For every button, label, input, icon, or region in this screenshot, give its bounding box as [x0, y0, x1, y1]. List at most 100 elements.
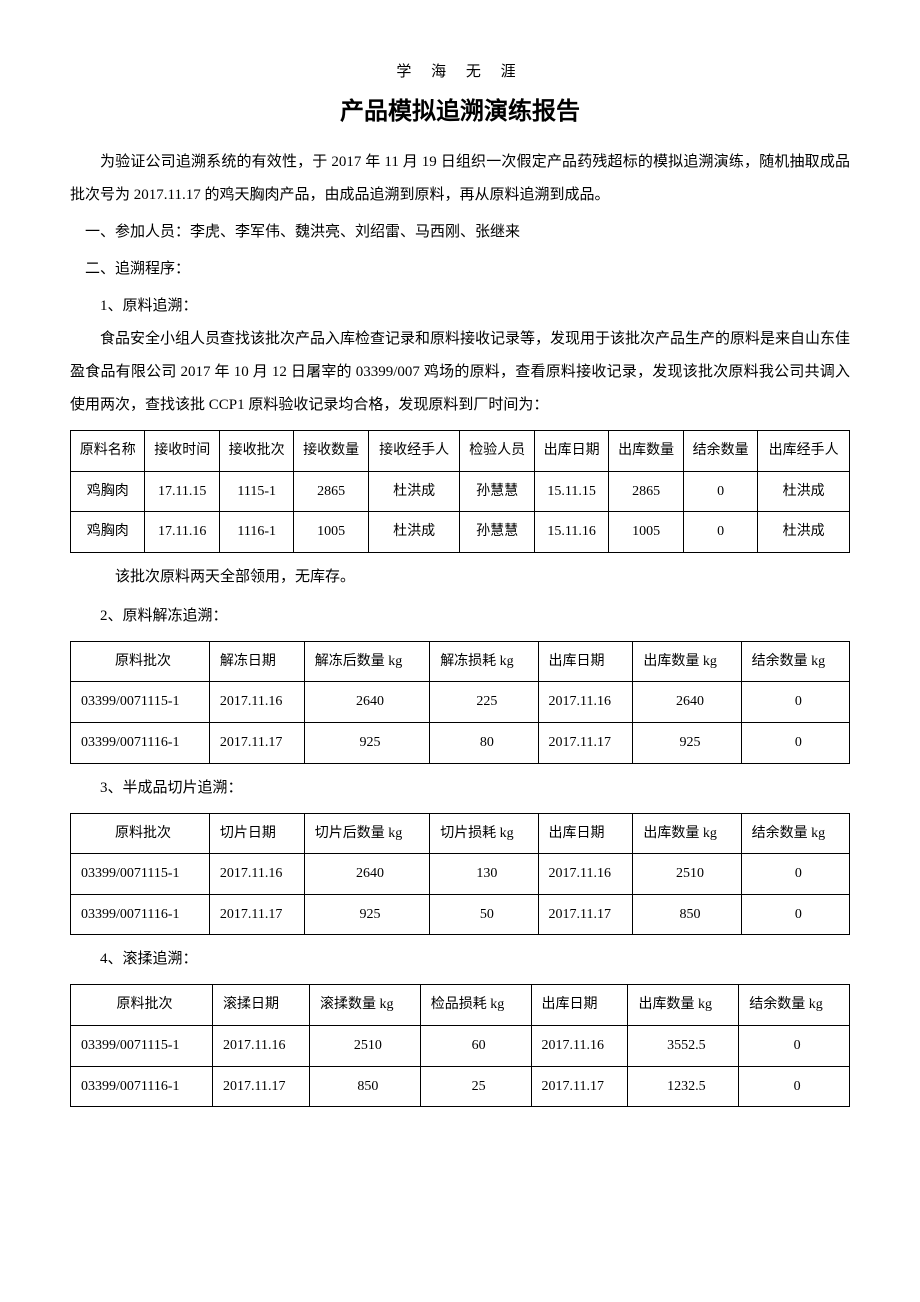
table-header-row: 原料批次 滚揉日期 滚揉数量 kg 检品损耗 kg 出库日期 出库数量 kg 结… [71, 985, 850, 1026]
col-balance-qty: 结余数量 [683, 431, 757, 472]
cell: 2865 [609, 471, 683, 512]
col-out-handler: 出库经手人 [758, 431, 850, 472]
table-header-row: 原料批次 切片日期 切片后数量 kg 切片损耗 kg 出库日期 出库数量 kg … [71, 813, 850, 854]
table-row: 03399/0071116-1 2017.11.17 850 25 2017.1… [71, 1066, 850, 1107]
col-batch: 原料批次 [71, 641, 210, 682]
slice-trace-table: 原料批次 切片日期 切片后数量 kg 切片损耗 kg 出库日期 出库数量 kg … [70, 813, 850, 936]
cell: 2640 [304, 682, 429, 723]
col-batch: 原料批次 [71, 985, 213, 1026]
cell: 1005 [609, 512, 683, 553]
table-row: 03399/0071115-1 2017.11.16 2510 60 2017.… [71, 1025, 850, 1066]
cell: 850 [310, 1066, 421, 1107]
cell: 15.11.15 [534, 471, 608, 512]
cell: 2017.11.17 [531, 1066, 628, 1107]
col-tumble-qty: 滚揉数量 kg [310, 985, 421, 1026]
cell: 2017.11.16 [538, 854, 633, 895]
cell: 2510 [633, 854, 741, 895]
col-balance: 结余数量 kg [739, 985, 850, 1026]
cell: 0 [739, 1025, 850, 1066]
col-material-name: 原料名称 [71, 431, 145, 472]
col-thaw-qty: 解冻后数量 kg [304, 641, 429, 682]
table-row: 03399/0071116-1 2017.11.17 925 80 2017.1… [71, 722, 850, 763]
cell: 0 [741, 894, 849, 935]
cell: 80 [430, 722, 538, 763]
cell: 1005 [294, 512, 368, 553]
col-out-qty: 出库数量 [609, 431, 683, 472]
cell: 03399/0071115-1 [71, 682, 210, 723]
col-balance: 结余数量 kg [741, 813, 849, 854]
col-thaw-loss: 解冻损耗 kg [430, 641, 538, 682]
col-slice-loss: 切片损耗 kg [430, 813, 538, 854]
sub-thaw-trace: 2、原料解冻追溯： [70, 600, 850, 633]
cell: 2017.11.16 [531, 1025, 628, 1066]
cell: 2017.11.16 [213, 1025, 310, 1066]
cell: 03399/0071116-1 [71, 894, 210, 935]
col-out-date: 出库日期 [538, 813, 633, 854]
cell: 03399/0071116-1 [71, 1066, 213, 1107]
col-slice-date: 切片日期 [209, 813, 304, 854]
col-tumble-date: 滚揉日期 [213, 985, 310, 1026]
col-inspector: 检验人员 [460, 431, 534, 472]
col-batch: 原料批次 [71, 813, 210, 854]
col-receive-time: 接收时间 [145, 431, 219, 472]
tumble-trace-table: 原料批次 滚揉日期 滚揉数量 kg 检品损耗 kg 出库日期 出库数量 kg 结… [70, 984, 850, 1107]
cell: 03399/0071115-1 [71, 854, 210, 895]
cell: 925 [304, 722, 429, 763]
cell: 2017.11.17 [213, 1066, 310, 1107]
cell: 孙慧慧 [460, 512, 534, 553]
material-note: 该批次原料两天全部领用，无库存。 [70, 561, 850, 594]
cell: 杜洪成 [368, 512, 460, 553]
cell: 15.11.16 [534, 512, 608, 553]
cell: 50 [430, 894, 538, 935]
col-out-qty: 出库数量 kg [633, 813, 741, 854]
cell: 鸡胸肉 [71, 512, 145, 553]
col-receive-batch: 接收批次 [219, 431, 293, 472]
cell: 2017.11.17 [538, 894, 633, 935]
cell: 925 [633, 722, 741, 763]
table-row: 鸡胸肉 17.11.15 1115-1 2865 杜洪成 孙慧慧 15.11.1… [71, 471, 850, 512]
col-thaw-date: 解冻日期 [209, 641, 304, 682]
cell: 925 [304, 894, 429, 935]
cell: 03399/0071116-1 [71, 722, 210, 763]
cell: 60 [420, 1025, 531, 1066]
intro-paragraph: 为验证公司追溯系统的有效性，于 2017 年 11 月 19 日组织一次假定产品… [70, 146, 850, 212]
cell: 鸡胸肉 [71, 471, 145, 512]
section-procedure: 二、追溯程序： [70, 253, 850, 286]
cell: 17.11.15 [145, 471, 219, 512]
cell: 杜洪成 [758, 471, 850, 512]
cell: 孙慧慧 [460, 471, 534, 512]
cell: 2017.11.16 [209, 682, 304, 723]
table-row: 鸡胸肉 17.11.16 1116-1 1005 杜洪成 孙慧慧 15.11.1… [71, 512, 850, 553]
sub-material-trace: 1、原料追溯： [70, 290, 850, 323]
cell: 25 [420, 1066, 531, 1107]
cell: 0 [741, 682, 849, 723]
sub-tumble-trace: 4、滚揉追溯： [70, 943, 850, 976]
cell: 杜洪成 [368, 471, 460, 512]
cell: 2640 [633, 682, 741, 723]
table-row: 03399/0071115-1 2017.11.16 2640 130 2017… [71, 854, 850, 895]
table-header-row: 原料批次 解冻日期 解冻后数量 kg 解冻损耗 kg 出库日期 出库数量 kg … [71, 641, 850, 682]
cell: 0 [683, 512, 757, 553]
cell: 225 [430, 682, 538, 723]
cell: 850 [633, 894, 741, 935]
cell: 2865 [294, 471, 368, 512]
col-tumble-loss: 检品损耗 kg [420, 985, 531, 1026]
table-header-row: 原料名称 接收时间 接收批次 接收数量 接收经手人 检验人员 出库日期 出库数量… [71, 431, 850, 472]
cell: 0 [683, 471, 757, 512]
cell: 2017.11.17 [209, 894, 304, 935]
cell: 1232.5 [628, 1066, 739, 1107]
thaw-trace-table: 原料批次 解冻日期 解冻后数量 kg 解冻损耗 kg 出库日期 出库数量 kg … [70, 641, 850, 764]
cell: 2017.11.17 [538, 722, 633, 763]
col-out-date: 出库日期 [538, 641, 633, 682]
section-participants: 一、参加人员：李虎、李军伟、魏洪亮、刘绍雷、马西刚、张继来 [70, 216, 850, 249]
cell: 03399/0071115-1 [71, 1025, 213, 1066]
cell: 0 [741, 854, 849, 895]
cell: 17.11.16 [145, 512, 219, 553]
material-receipt-table: 原料名称 接收时间 接收批次 接收数量 接收经手人 检验人员 出库日期 出库数量… [70, 430, 850, 553]
col-slice-qty: 切片后数量 kg [304, 813, 429, 854]
cell: 杜洪成 [758, 512, 850, 553]
col-balance: 结余数量 kg [741, 641, 849, 682]
col-out-qty: 出库数量 kg [628, 985, 739, 1026]
page-title: 产品模拟追溯演练报告 [70, 91, 850, 126]
header-note: 学 海 无 涯 [70, 60, 850, 81]
